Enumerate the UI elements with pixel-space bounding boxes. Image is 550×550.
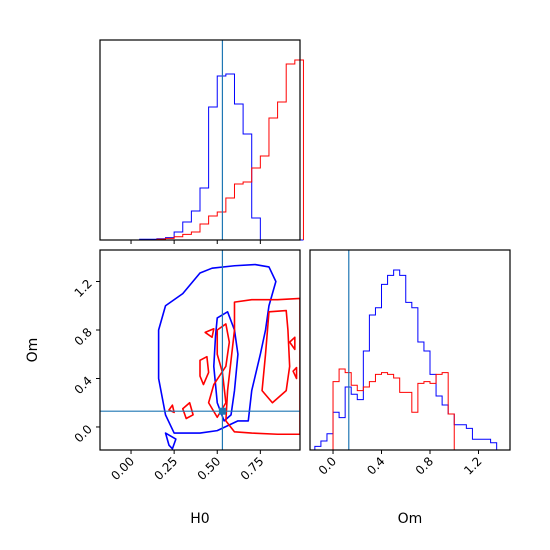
contour-red xyxy=(181,401,194,420)
om-hist-red xyxy=(314,368,497,451)
truth-marker xyxy=(218,407,226,415)
contour-blue xyxy=(164,432,177,450)
contour-red xyxy=(204,327,215,339)
h0-tick-label: 0.00 xyxy=(108,454,137,483)
om-histogram-frame xyxy=(309,249,511,451)
contour-red xyxy=(199,355,210,386)
h0-histogram-panel xyxy=(99,39,304,244)
contour-red xyxy=(207,323,231,419)
om-histogram-series xyxy=(314,269,498,451)
x-axis-label-h0: H0 xyxy=(190,511,209,527)
om-hist-tick-label: 0.8 xyxy=(413,454,436,477)
om-histogram-ticks: 0.0 0.4 0.8 1.2 xyxy=(316,450,485,478)
y-axis-label-om: Om xyxy=(25,338,41,363)
om-ticks: 0.0 0.4 0.8 1.2 xyxy=(72,277,100,445)
x-axis-label-om: Om xyxy=(398,511,423,527)
om-tick-label: 1.2 xyxy=(72,277,95,300)
contour-blue xyxy=(157,263,277,434)
contour-red xyxy=(261,309,291,404)
h0-histogram-series xyxy=(139,59,304,241)
h0-hist-red xyxy=(139,59,304,241)
om-tick-label: 0.0 xyxy=(72,422,95,445)
contour-series xyxy=(157,263,300,450)
contour-red xyxy=(288,336,296,351)
om-hist-tick-label: 0.0 xyxy=(316,454,339,477)
h0-hist-blue xyxy=(139,73,304,241)
om-tick-label: 0.8 xyxy=(72,325,95,348)
om-hist-tick-label: 0.4 xyxy=(364,454,387,477)
contour-frame xyxy=(99,249,301,451)
h0-om-contour-panel: 0.00 0.25 0.50 0.75 0.0 0.4 0.8 1.2 xyxy=(72,249,301,483)
om-hist-blue xyxy=(314,269,498,450)
contour-red xyxy=(225,297,300,436)
h0-tick-label: 0.25 xyxy=(151,454,180,483)
h0-tick-label: 0.50 xyxy=(195,454,224,483)
h0-tick-label: 0.75 xyxy=(238,454,267,483)
om-histogram-panel: 0.0 0.4 0.8 1.2 xyxy=(309,249,511,478)
contour-red xyxy=(292,366,298,380)
om-hist-tick-label: 1.2 xyxy=(461,454,484,477)
h0-histogram-ticks xyxy=(130,240,261,244)
contour-blue xyxy=(212,311,239,422)
h0-ticks: 0.00 0.25 0.50 0.75 xyxy=(108,450,266,483)
h0-histogram-frame xyxy=(99,39,301,241)
om-tick-label: 0.4 xyxy=(72,374,95,397)
